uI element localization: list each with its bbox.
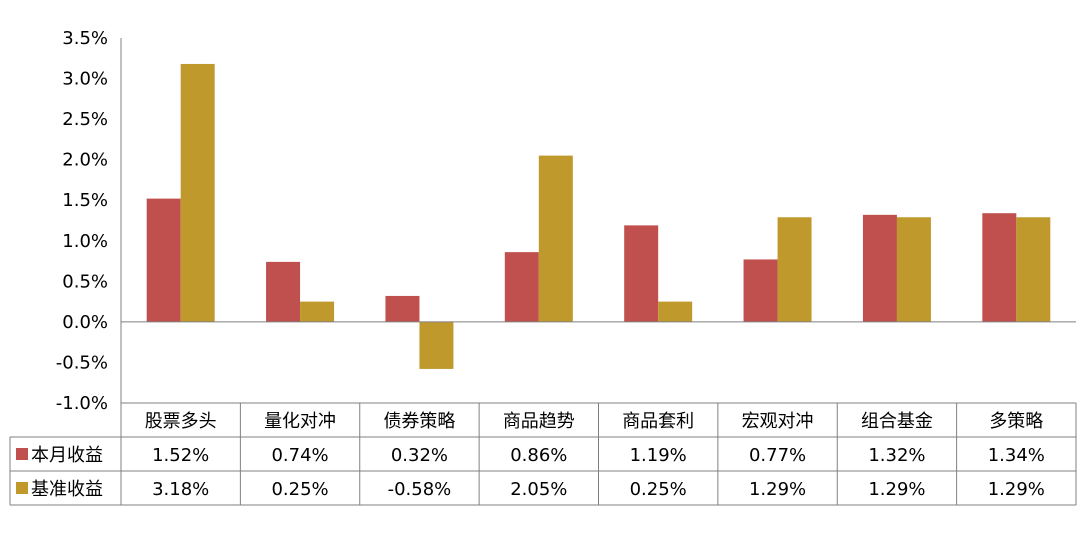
data-label: 0.32%	[391, 445, 448, 466]
x-tick-label: 股票多头	[145, 411, 217, 432]
data-label: 1.34%	[988, 445, 1045, 466]
legend-label: 基准收益	[31, 479, 103, 500]
data-label: 0.25%	[271, 479, 328, 500]
bar-基准收益-商品趋势	[538, 155, 573, 322]
bar-本月收益-债券策略	[385, 295, 420, 322]
bar-基准收益-商品套利	[658, 301, 693, 322]
bar-本月收益-宏观对冲	[743, 259, 778, 322]
bar-本月收益-商品套利	[624, 225, 659, 322]
y-tick-label: -0.5%	[56, 352, 108, 373]
x-tick-label: 量化对冲	[264, 411, 336, 432]
data-label: 1.52%	[152, 445, 209, 466]
legend-swatch	[16, 482, 28, 494]
data-label: 0.25%	[630, 479, 687, 500]
legend-swatch	[16, 448, 28, 460]
data-label: 1.32%	[868, 445, 925, 466]
data-label: 0.74%	[271, 445, 328, 466]
data-label: 1.29%	[749, 479, 806, 500]
x-tick-label: 债券策略	[383, 411, 455, 432]
y-tick-label: -1.0%	[56, 393, 108, 414]
data-label: 1.29%	[868, 479, 925, 500]
y-tick-label: 1.0%	[62, 231, 108, 252]
data-label: 1.19%	[630, 445, 687, 466]
bar-本月收益-股票多头	[146, 198, 181, 322]
data-label: 3.18%	[152, 479, 209, 500]
bar-基准收益-宏观对冲	[777, 217, 812, 322]
y-axis-tick-labels: 3.5% 3.0% 2.5% 2.0% 1.5% 1.0% 0.5% 0.0% -0.5% -1.…	[56, 28, 108, 414]
bar-基准收益-组合基金	[896, 217, 931, 322]
x-tick-label: 商品趋势	[503, 411, 575, 432]
axes	[120, 38, 1076, 403]
bar-基准收益-债券策略	[419, 321, 454, 369]
bar-基准收益-量化对冲	[300, 301, 335, 322]
data-label: 0.86%	[510, 445, 567, 466]
x-tick-label: 组合基金	[861, 411, 933, 432]
data-label: -0.58%	[388, 479, 452, 500]
y-tick-label: 2.5%	[62, 109, 108, 130]
bar-本月收益-多策略	[982, 213, 1017, 322]
bar-基准收益-股票多头	[180, 63, 215, 322]
x-tick-label: 多策略	[989, 411, 1043, 432]
data-label: 2.05%	[510, 479, 567, 500]
x-tick-label: 宏观对冲	[742, 411, 814, 432]
y-tick-label: 0.0%	[62, 312, 108, 333]
y-tick-label: 3.0%	[62, 69, 108, 90]
y-tick-label: 3.5%	[62, 28, 108, 49]
bar-本月收益-量化对冲	[266, 261, 301, 322]
x-tick-label: 商品套利	[622, 411, 694, 432]
data-label: 1.29%	[988, 479, 1045, 500]
bars	[146, 63, 1051, 369]
bar-本月收益-商品趋势	[504, 252, 539, 322]
bar-本月收益-组合基金	[862, 214, 897, 322]
y-tick-label: 2.0%	[62, 150, 108, 171]
bar-基准收益-多策略	[1016, 217, 1051, 322]
y-tick-label: 1.5%	[62, 190, 108, 211]
legend-label: 本月收益	[31, 445, 103, 466]
y-tick-label: 0.5%	[62, 271, 108, 292]
data-label: 0.77%	[749, 445, 806, 466]
